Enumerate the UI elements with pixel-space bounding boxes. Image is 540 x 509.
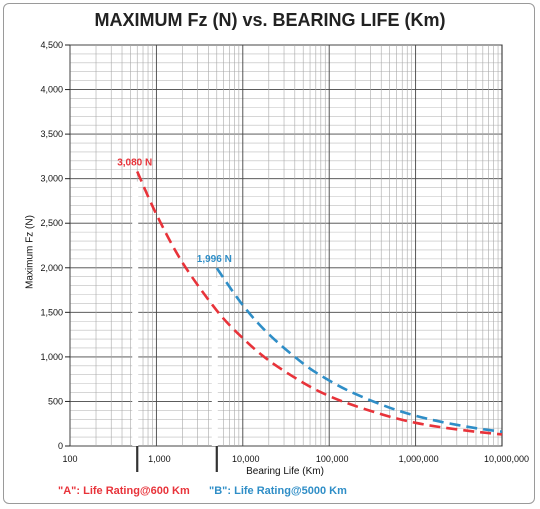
x-tick-label: 10,000 [232,454,260,464]
legend-a: "A": Life Rating@600 Km [58,485,190,497]
y-tick-label: 1,000 [40,352,63,362]
plot-area [69,44,503,447]
x-tick-label: 100 [62,454,77,464]
series-lines [136,171,503,436]
annotation-label: 1,996 N [197,254,232,265]
x-tick-label: 100,000 [316,454,349,464]
legend-b: "B": Life Rating@5000 Km [209,485,347,497]
life-markers [132,181,218,472]
y-tick-label: 1,500 [40,307,63,317]
y-tick-label: 3,000 [40,174,63,184]
x-tick-label: 10,000,000 [484,454,529,464]
tick-labels: 0 500 1,000 1,500 2,000 2,500 3,000 3,500 4,000 4… [40,40,529,464]
x-tick-label: 1,000 [148,454,171,464]
grid [65,44,503,447]
series-line-a [136,171,503,436]
y-tick-label: 4,000 [40,85,63,95]
x-tick-label: 1,000,000 [399,454,439,464]
x-axis-title-text: Bearing Life (Km) [246,466,324,477]
annotations: 3,080 N 1,996 N [117,158,232,266]
y-tick-label: 4,500 [40,40,63,50]
annotation-label: 3,080 N [117,158,152,169]
marker-gap [132,181,139,446]
y-tick-label: 2,500 [40,218,63,228]
y-tick-label: 0 [58,441,63,451]
chart-title: MAXIMUM Fz (N) vs. BEARING LIFE (Km) [94,10,446,30]
y-tick-label: 500 [48,396,63,406]
y-tick-label: 3,500 [40,129,63,139]
chart-frame [3,3,535,504]
marker-gap [211,278,218,446]
y-tick-label: 2,000 [40,263,63,273]
